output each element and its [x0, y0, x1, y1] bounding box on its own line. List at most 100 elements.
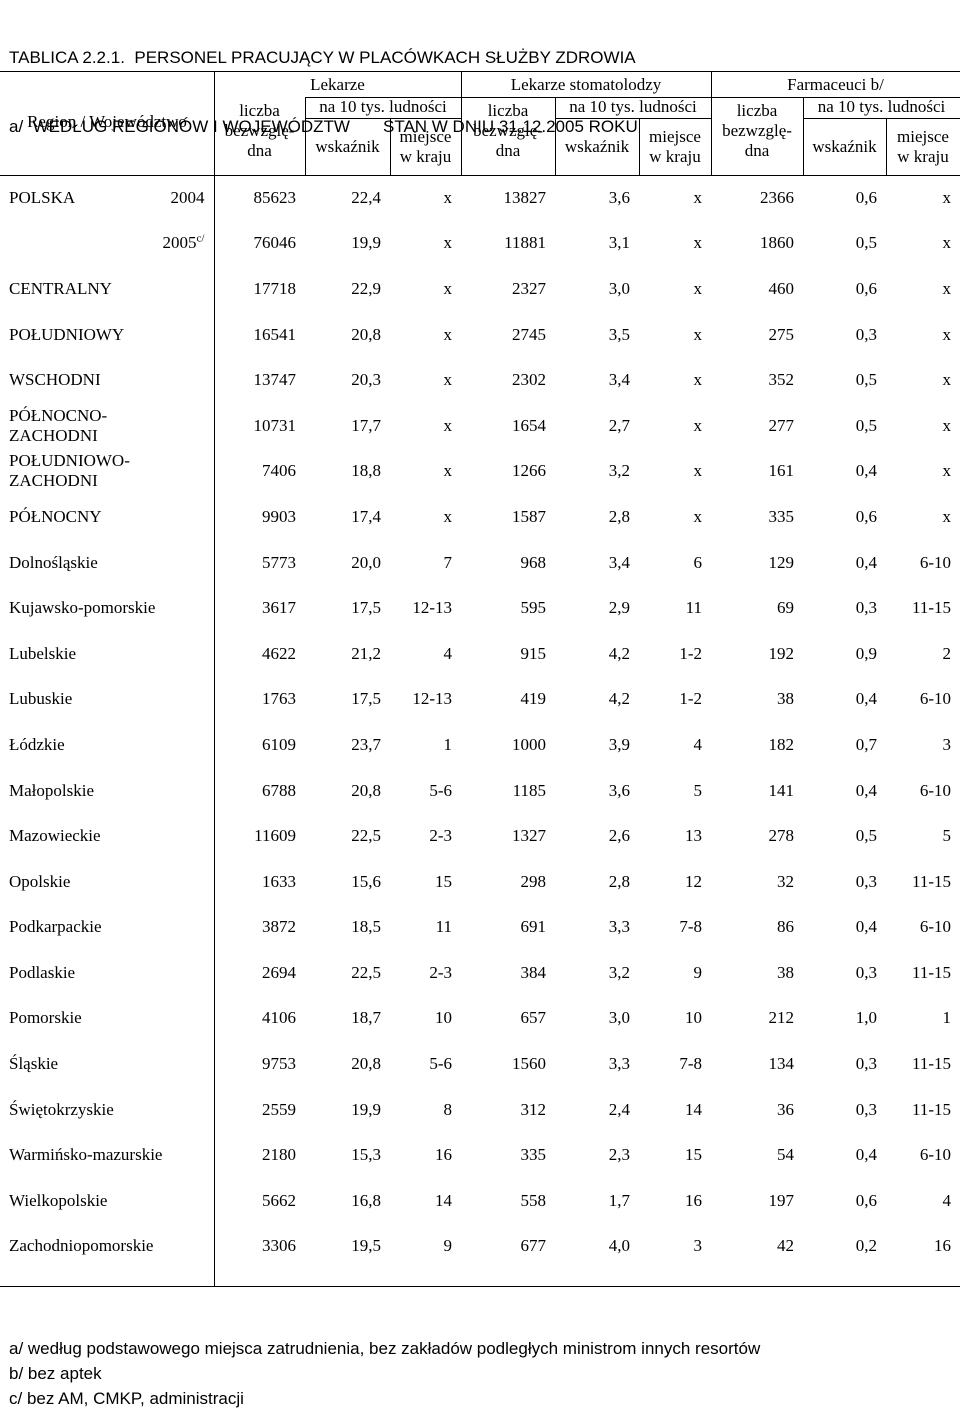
cell-value: 0,5 [855, 826, 877, 846]
cell-value: 277 [768, 415, 795, 435]
cell-value: 0,3 [855, 598, 877, 618]
cell-value: 38 [777, 689, 794, 709]
cell-value: x [693, 506, 703, 526]
table-row: Opolskie 1633 15,6 15 298 2,8 12 32 0,3 11-15 [0, 858, 960, 905]
row-name-line1: PÓŁNOCNO- [9, 405, 108, 425]
cell-value: 11881 [504, 233, 546, 253]
cell-value: 691 [520, 917, 547, 937]
cell-value: 1266 [512, 461, 546, 481]
row-name: Warmińsko-mazurskie [9, 1145, 163, 1165]
table-row: Dolnośląskie 5773 20,0 7 968 3,4 6 129 0,4 6-10 [0, 539, 960, 586]
cell-value: 460 [768, 278, 795, 298]
table-row: Małopolskie 6788 20,8 5-6 1185 3,6 5 141 0,4 6-10 [0, 767, 960, 814]
table-row: CENTRALNY 17718 22,9 x 2327 3,0 x 460 0,6 x [0, 266, 960, 312]
table-row: Podlaskie 2694 22,5 2-3 384 3,2 9 38 0,3 11-15 [0, 950, 960, 996]
header-wkraju: w kraju [897, 147, 949, 166]
cell-value: 12 [685, 871, 702, 891]
cell-value: 3,6 [608, 187, 630, 207]
cell-value: 4 [443, 643, 453, 663]
cell-value: 6-10 [919, 1145, 951, 1165]
table-row: Podkarpackie 3872 18,5 11 691 3,3 7-8 86 0,4 6-10 [0, 904, 960, 951]
cell-value: 9753 [213, 1041, 305, 1087]
table-header: Region / Województwo Lekarze Lekarze sto… [0, 71, 960, 176]
cell-value: 1,7 [608, 1190, 630, 1210]
header-na10: na 10 tys. ludności [319, 97, 447, 116]
cell-value: 0,4 [855, 689, 877, 709]
row-year [150, 357, 214, 403]
cell-value: 4,2 [608, 689, 630, 709]
cell-value: x [693, 415, 703, 435]
cell-value: 2,4 [608, 1099, 630, 1119]
cell-value: 17,5 [351, 689, 381, 709]
cell-value: 1-2 [679, 643, 702, 663]
cell-value: 10 [435, 1008, 452, 1028]
cell-value: 19,5 [351, 1236, 381, 1256]
table-row: Śląskie 9753 20,8 5-6 1560 3,3 7-8 134 0,3 11-15 [0, 1041, 960, 1087]
cell-value: 0,9 [855, 643, 877, 663]
cell-value: 3,3 [608, 1054, 630, 1074]
cell-value: 9 [443, 1236, 453, 1256]
cell-value: 11-15 [911, 1099, 951, 1119]
header-wskaznik: wskaźnik [812, 137, 877, 156]
cell-value: 4 [942, 1190, 952, 1210]
cell-value: 384 [520, 962, 547, 982]
cell-value: 0,5 [855, 370, 877, 390]
cell-value: 85623 [213, 175, 305, 221]
header-liczba: liczba [239, 101, 280, 120]
cell-value: 11-15 [911, 962, 951, 982]
cell-value: 6-10 [919, 689, 951, 709]
cell-value: 5 [942, 826, 952, 846]
cell-value: 10731 [213, 402, 305, 449]
cell-value: x [942, 370, 952, 390]
row-name: Lubuskie [9, 689, 73, 709]
title-line-1: TABLICA 2.2.1. PERSONEL PRACUJĄCY W PLAC… [9, 48, 636, 67]
header-wskaznik: wskaźnik [564, 137, 630, 156]
cell-value: 11 [685, 598, 702, 618]
cell-value: 3306 [213, 1223, 305, 1270]
cell-value: 17,4 [351, 506, 381, 526]
cell-value: 4,2 [608, 643, 630, 663]
row-name: Mazowieckie [9, 826, 101, 846]
cell-value: 17,7 [351, 415, 381, 435]
cell-value: 22,9 [351, 278, 381, 298]
row-name: Kujawsko-pomorskie [9, 598, 156, 618]
cell-value: 12-13 [412, 689, 452, 709]
cell-value: 6-10 [919, 780, 951, 800]
cell-value: x [942, 233, 952, 253]
cell-value: 76046 [213, 220, 305, 267]
cell-value: 3617 [213, 585, 305, 631]
row-name: Podlaskie [9, 962, 76, 982]
cell-value: x [443, 370, 453, 390]
row-name: Śląskie [9, 1054, 59, 1074]
cell-value: 3,4 [608, 552, 630, 572]
row-name: Zachodniopomorskie [9, 1236, 154, 1256]
row-year [150, 266, 214, 312]
table-row: Wielkopolskie 5662 16,8 14 558 1,7 16 197 0,6 4 [0, 1178, 960, 1224]
cell-value: 2694 [213, 950, 305, 996]
row-name: Łódzkie [9, 734, 65, 754]
table-row: Mazowieckie 11609 22,5 2-3 1327 2,6 13 278 0,5 5 [0, 813, 960, 859]
cell-value: 2327 [512, 278, 546, 298]
cell-value: 3,2 [608, 461, 630, 481]
cell-value: 18,8 [351, 461, 381, 481]
row-name-line1: POŁUDNIOWO- [9, 451, 130, 471]
cell-value: 13827 [503, 187, 547, 207]
cell-value: x [693, 187, 703, 207]
title-line-2: a/ WEDŁUG REGIONÓW I WOJEWÓDZTW STAN W D… [9, 117, 638, 136]
table-row: 2005c/76046 19,9 x 11881 3,1 x 1860 0,5 x [0, 220, 960, 267]
row-name: POLSKA [9, 187, 76, 207]
header-miejsce: miejsce [399, 127, 452, 146]
row-name: Świętokrzyskie [9, 1099, 114, 1119]
cell-value: 0,3 [855, 324, 877, 344]
cell-value: 3,0 [608, 278, 630, 298]
table-row: Warmińsko-mazurskie 2180 15,3 16 335 2,3 15 54 0… [0, 1132, 960, 1179]
cell-value: 1000 [512, 734, 546, 754]
row-name: POŁUDNIOWY [9, 324, 125, 344]
cell-value: x [942, 506, 952, 526]
cell-value: 278 [768, 826, 795, 846]
cell-value: 0,3 [855, 962, 877, 982]
header-miejsce: miejsce [649, 127, 701, 146]
cell-value: 0,3 [855, 1099, 877, 1119]
table-row: PÓŁNOCNO- ZACHODNI 10731 17,7 x 1654 2,7 x 277 0,… [0, 402, 960, 449]
cell-value: 1560 [512, 1054, 546, 1074]
